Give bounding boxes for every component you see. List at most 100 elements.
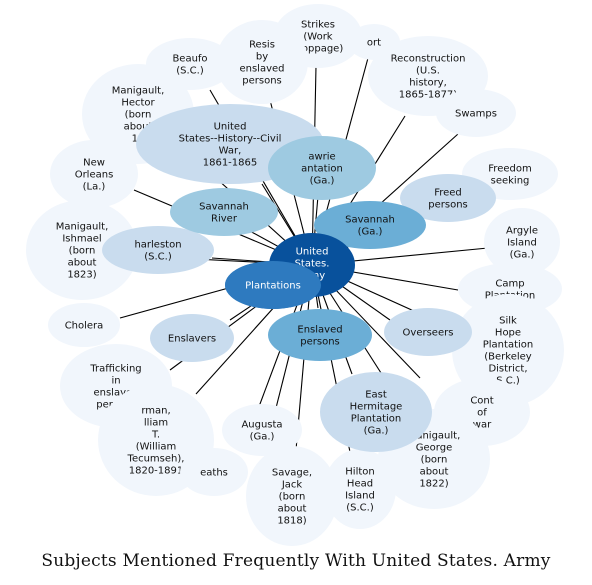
node-label-line: Manigault, xyxy=(408,431,461,442)
node-label-line: 1861-1865 xyxy=(203,158,258,169)
node-label-line: Enslaved xyxy=(297,325,342,336)
node-label-line: T. xyxy=(151,430,160,441)
node-label-line: States--History--Civil xyxy=(179,134,282,145)
node-label-line: (born xyxy=(125,110,152,121)
node-label-line: about xyxy=(278,504,307,515)
node-label-line: enslaved xyxy=(93,388,138,399)
node-bubble xyxy=(484,208,560,276)
node-enslavers[interactable]: EnslaversEnslavers xyxy=(150,314,234,362)
node-label-line: (La.) xyxy=(83,182,106,193)
node-augusta[interactable]: Augusta (Ga.)Augusta(Ga.) xyxy=(222,404,302,456)
node-label-line: Ishmael xyxy=(62,234,101,245)
node-label-line: ort xyxy=(367,38,381,49)
node-savage-jack[interactable]: Savage, Jack (born about 1818) Savage,Jac… xyxy=(246,446,338,546)
node-silk-hope[interactable]: Silk Hope Plantation (Berkeley District,… xyxy=(452,294,564,406)
node-cholera[interactable]: CholeraCholera xyxy=(48,303,120,347)
center-label-line: States. xyxy=(295,259,330,270)
node-label-line: (U.S. xyxy=(416,66,440,77)
node-manigault-ishmael[interactable]: Manigault, Ishmael (born about 1823)Mani… xyxy=(26,200,138,300)
node-label-line: (S.C.) xyxy=(176,66,204,77)
node-label-line: seeking xyxy=(491,176,530,187)
node-label-line: (Ga.) xyxy=(364,426,389,437)
node-label-line: (born xyxy=(421,455,448,466)
node-resistance[interactable]: Resistance by enslaved personsResisbyens… xyxy=(216,20,308,104)
node-east-hermitage[interactable]: East Hermitage Plantation (Ga.)EastHermi… xyxy=(320,372,432,452)
node-label-line: Enslavers xyxy=(168,334,216,345)
node-deaths[interactable]: Deathseaths xyxy=(180,448,248,496)
node-label-line: Strikes xyxy=(301,20,335,31)
node-savannah-ga[interactable]: Savannah (Ga.) Savannah(Ga.) xyxy=(314,201,426,249)
node-label-line: Argyle xyxy=(506,226,538,237)
node-swamps[interactable]: SwampsSwamps xyxy=(436,89,516,137)
node-savannah-river[interactable]: Savannah RiverSavannahRiver xyxy=(170,188,278,236)
node-label-line: about xyxy=(68,258,97,269)
node-plantations-front[interactable]: Plantations xyxy=(225,261,321,309)
node-label-line: Plantation xyxy=(483,340,533,351)
node-label-line: Island xyxy=(345,491,375,502)
node-label-line: (born xyxy=(69,246,96,257)
node-label-line: persons xyxy=(300,337,340,348)
node-bubble xyxy=(50,140,138,208)
node-freed-persons[interactable]: Freed personsFreedpersons xyxy=(400,174,496,222)
node-bubble xyxy=(268,309,372,361)
node-label-line: (S.C.) xyxy=(144,252,172,263)
node-label-line: persons xyxy=(242,76,282,87)
node-label-line: Resis xyxy=(249,40,275,51)
node-label-line: Savage, xyxy=(272,468,312,479)
node-label-line: Hope xyxy=(495,328,521,339)
node-label-line: Tecumseh), xyxy=(127,454,185,465)
node-bubble xyxy=(48,303,120,347)
node-bubble xyxy=(26,200,138,300)
node-label-line: Trafficking xyxy=(89,364,141,375)
node-charleston[interactable]: Charleston (S.C.)harleston(S.C.) xyxy=(102,226,214,274)
node-label-line: history, xyxy=(409,78,447,89)
node-label-line: (Ga.) xyxy=(310,176,335,187)
node-bubble xyxy=(102,226,214,274)
node-label-line: Camp xyxy=(495,279,524,290)
node-label-line: United xyxy=(214,122,247,133)
node-label-line: Hector xyxy=(121,98,155,109)
node-label-line: (S.C.) xyxy=(346,503,374,514)
node-label-line: (Ga.) xyxy=(250,432,275,443)
center-label-line: United xyxy=(296,247,329,258)
node-label-line: about xyxy=(420,467,449,478)
node-bubble xyxy=(150,314,234,362)
node-label-line: Plantation xyxy=(351,414,401,425)
node-label-line: Swamps xyxy=(455,109,497,120)
node-label-line: in xyxy=(111,376,120,387)
node-label-line: about xyxy=(124,122,153,133)
node-bubble xyxy=(324,449,396,529)
node-label-line: Hilton xyxy=(345,467,374,478)
node-label-line: Island xyxy=(507,238,537,249)
node-label-line: 1818) xyxy=(277,516,306,527)
node-enslaved-persons[interactable]: Enslaved personsEnslavedpersons xyxy=(268,309,372,361)
node-label-line: Manigault, xyxy=(56,222,109,233)
node-label-line: by xyxy=(256,52,268,63)
node-label-line: S.C.) xyxy=(496,376,520,387)
node-label-line: Freed xyxy=(434,188,462,199)
node-label-line: antation xyxy=(301,164,343,175)
node-label-line: Silk xyxy=(499,316,517,327)
node-bubble xyxy=(452,294,564,406)
node-bubble xyxy=(436,89,516,137)
node-label-line: Reconstruction xyxy=(391,54,466,65)
node-hilton-head[interactable]: Hilton Head Island (S.C.)HiltonHeadIslan… xyxy=(324,449,396,529)
node-label-line: 1820-1891 xyxy=(129,466,184,477)
node-bubble xyxy=(180,448,248,496)
node-label-line: Head xyxy=(347,479,373,490)
node-bubble xyxy=(225,261,321,309)
node-label-line: Cholera xyxy=(65,321,104,332)
node-label-line: Manigault, xyxy=(112,86,165,97)
node-overseers[interactable]: OverseersOverseers xyxy=(384,308,472,356)
node-label-line: awrie xyxy=(308,152,335,163)
node-bubble xyxy=(320,372,432,452)
node-label-line: stoppage) xyxy=(293,44,344,55)
node-label-line: harleston xyxy=(134,240,181,251)
node-label-line: George xyxy=(416,443,452,454)
node-label-line: War, xyxy=(219,146,242,157)
node-lawrie[interactable]: Lawrie Plantation (Ga.)awrieantation(Ga.… xyxy=(268,136,376,200)
node-label-line: 1823) xyxy=(67,270,96,281)
